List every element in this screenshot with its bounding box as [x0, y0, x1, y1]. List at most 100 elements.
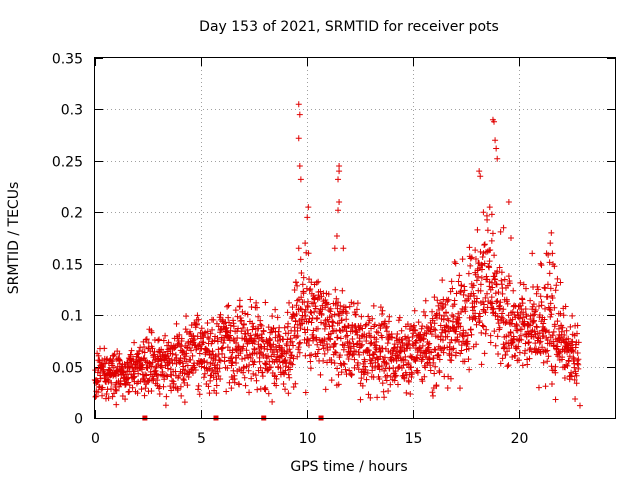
data-point [162, 402, 169, 409]
data-point [177, 354, 184, 361]
data-point [334, 305, 341, 312]
data-point [179, 347, 186, 354]
data-point [158, 364, 165, 371]
data-point [207, 330, 214, 337]
data-point [217, 376, 224, 383]
data-point [343, 310, 350, 317]
data-point [513, 321, 520, 328]
data-point [400, 362, 407, 369]
data-point [484, 216, 491, 223]
data-point [488, 294, 495, 301]
data-point [489, 284, 496, 291]
data-point [307, 285, 314, 292]
plot-frame [94, 57, 616, 419]
data-point [210, 316, 217, 323]
data-point [536, 311, 543, 318]
data-point [482, 330, 489, 337]
data-point [371, 321, 378, 328]
data-point [531, 328, 538, 335]
data-point [339, 341, 346, 348]
data-point [430, 355, 437, 362]
data-point [478, 329, 485, 336]
data-point [356, 338, 363, 345]
data-point [329, 323, 336, 330]
data-point [334, 334, 341, 341]
data-point [200, 339, 207, 346]
data-point [312, 305, 319, 312]
data-point [361, 363, 368, 370]
data-point [285, 371, 292, 378]
data-point [545, 251, 552, 258]
data-point [173, 360, 180, 367]
data-point [457, 323, 464, 330]
data-point [254, 332, 261, 339]
data-point [274, 314, 281, 321]
data-point [494, 297, 501, 304]
data-point [483, 273, 490, 280]
data-point [474, 226, 481, 233]
data-point [351, 364, 358, 371]
data-point [568, 369, 575, 376]
data-point [542, 348, 549, 355]
data-point [535, 384, 542, 391]
data-point [368, 340, 375, 347]
data-point [436, 312, 443, 319]
data-point [235, 343, 242, 350]
data-point [307, 365, 314, 372]
data-point [336, 163, 343, 169]
data-point [486, 264, 493, 271]
data-point [216, 365, 223, 372]
data-point [465, 270, 472, 277]
data-point [455, 278, 462, 285]
data-point [216, 314, 223, 321]
data-point [356, 351, 363, 358]
data-point [95, 352, 102, 359]
data-point [268, 329, 275, 336]
x-tick-label: 0 [91, 431, 100, 447]
data-point [403, 389, 410, 396]
data-point [494, 155, 501, 162]
data-point [502, 351, 509, 358]
data-point [464, 332, 471, 339]
data-point [547, 285, 554, 292]
data-point [308, 279, 315, 286]
data-point [280, 381, 287, 388]
data-point [282, 363, 289, 370]
data-point [214, 361, 221, 368]
data-point [505, 273, 512, 280]
data-point [302, 312, 309, 319]
data-point [142, 336, 149, 343]
data-point [499, 355, 506, 362]
data-point [163, 372, 170, 379]
data-point [359, 341, 366, 348]
data-point [536, 339, 543, 346]
data-point [116, 350, 123, 357]
data-point [527, 297, 534, 304]
data-point [376, 366, 383, 373]
data-point [459, 256, 466, 263]
data-point [131, 339, 138, 346]
data-point [251, 359, 258, 366]
data-point [404, 341, 411, 348]
data-point [537, 260, 544, 267]
data-point [477, 287, 484, 294]
data-point [236, 303, 243, 310]
data-point [246, 389, 253, 396]
data-point [477, 313, 484, 320]
data-point [460, 291, 467, 298]
data-point [350, 351, 357, 358]
data-point [355, 349, 362, 356]
data-point [209, 326, 216, 333]
data-point [229, 359, 236, 366]
data-point [112, 386, 119, 393]
data-point [427, 362, 434, 369]
data-point [527, 345, 534, 352]
data-point [422, 364, 429, 371]
data-point [169, 377, 176, 384]
data-point [94, 378, 101, 385]
data-point [271, 351, 278, 358]
data-point [532, 306, 539, 313]
data-point [261, 385, 268, 392]
data-point [258, 334, 265, 341]
x-axis-label: GPS time / hours [290, 459, 407, 475]
